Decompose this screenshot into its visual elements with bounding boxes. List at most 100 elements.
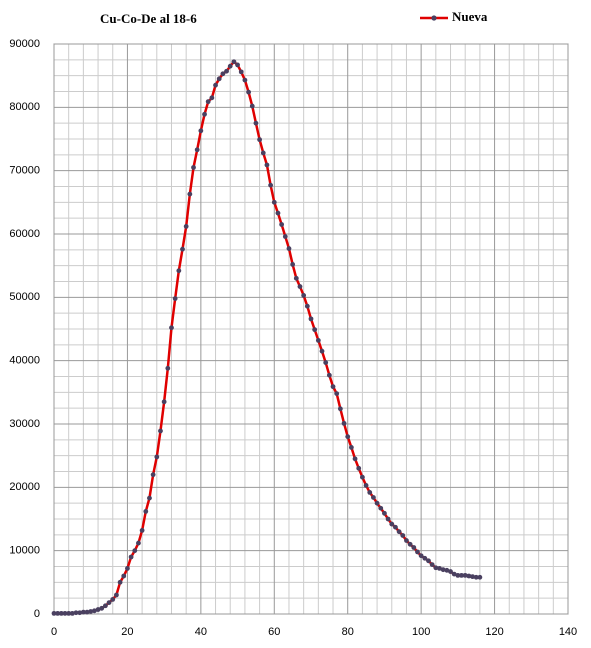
data-point xyxy=(114,592,119,598)
data-point xyxy=(216,76,222,82)
data-point xyxy=(62,610,68,616)
data-point xyxy=(213,82,218,88)
data-point xyxy=(205,99,211,105)
data-point xyxy=(128,554,134,560)
data-point xyxy=(429,562,435,567)
data-point xyxy=(404,538,409,543)
data-point xyxy=(125,566,130,571)
y-tick-label: 90000 xyxy=(9,38,40,50)
data-point xyxy=(301,293,307,298)
data-point xyxy=(271,199,277,205)
y-tick-label: 60000 xyxy=(9,228,40,240)
x-tick-label: 80 xyxy=(342,626,354,638)
data-point xyxy=(326,372,332,378)
data-point xyxy=(290,262,296,267)
data-point xyxy=(165,365,171,371)
data-point xyxy=(132,548,138,554)
data-point xyxy=(161,399,167,405)
data-point xyxy=(323,360,329,365)
data-point xyxy=(400,533,406,538)
data-point xyxy=(345,434,351,440)
data-point xyxy=(66,610,72,616)
data-point xyxy=(378,505,384,511)
x-tick-label: 40 xyxy=(195,626,207,638)
x-tick-label: 20 xyxy=(121,626,133,638)
data-point xyxy=(293,275,299,281)
data-point xyxy=(315,338,321,343)
data-point xyxy=(202,111,207,117)
data-point xyxy=(330,384,336,390)
data-point xyxy=(198,128,204,134)
data-point xyxy=(297,284,303,289)
data-point xyxy=(444,567,450,573)
data-point xyxy=(260,150,266,156)
data-point xyxy=(448,569,453,574)
data-point xyxy=(187,191,193,197)
data-point xyxy=(246,89,251,95)
data-point xyxy=(180,246,185,252)
data-point xyxy=(282,234,288,239)
data-point xyxy=(437,566,442,571)
x-tick-label: 0 xyxy=(51,626,57,638)
data-point xyxy=(194,147,200,153)
data-point xyxy=(389,521,395,527)
data-point xyxy=(312,327,318,333)
data-point xyxy=(103,603,108,609)
data-point xyxy=(169,325,174,331)
y-tick-label: 20000 xyxy=(9,481,40,493)
data-point xyxy=(147,495,152,501)
data-point xyxy=(172,296,178,301)
data-point xyxy=(374,500,380,506)
x-tick-label: 60 xyxy=(268,626,280,638)
data-point xyxy=(304,303,310,309)
data-point xyxy=(396,529,402,535)
data-point xyxy=(426,558,431,564)
data-point xyxy=(253,120,259,126)
data-point xyxy=(150,472,156,478)
data-point xyxy=(411,545,417,550)
data-point xyxy=(319,348,325,354)
x-tick-label: 140 xyxy=(559,626,577,638)
data-point xyxy=(191,165,196,170)
chart-title: Cu-Co-De al 18-6 xyxy=(100,11,197,26)
data-point xyxy=(176,268,182,274)
data-point xyxy=(440,567,446,573)
data-point xyxy=(84,609,90,615)
data-point xyxy=(415,549,420,555)
data-point xyxy=(183,224,189,229)
data-point xyxy=(363,483,369,488)
data-point xyxy=(143,509,149,514)
data-point xyxy=(154,454,160,460)
data-point xyxy=(227,63,233,69)
data-point xyxy=(58,610,64,616)
data-point xyxy=(455,572,461,578)
data-point xyxy=(95,607,101,612)
data-point xyxy=(308,316,314,322)
x-tick-label: 120 xyxy=(485,626,503,638)
data-point xyxy=(360,474,365,480)
data-point xyxy=(99,605,105,611)
data-point xyxy=(51,610,57,616)
data-point xyxy=(451,571,457,577)
data-point xyxy=(106,600,112,605)
data-point xyxy=(224,68,229,74)
data-point xyxy=(257,137,262,143)
data-point xyxy=(407,541,413,547)
data-point xyxy=(356,465,362,471)
data-point xyxy=(80,609,86,615)
data-point xyxy=(341,420,347,426)
data-point xyxy=(238,69,244,75)
data-point xyxy=(385,516,391,522)
data-point xyxy=(136,540,141,546)
data-point xyxy=(235,62,240,68)
data-point xyxy=(55,610,61,616)
y-tick-label: 0 xyxy=(34,608,40,620)
data-point xyxy=(231,59,237,65)
data-point xyxy=(382,510,387,516)
data-point xyxy=(117,579,123,585)
data-point xyxy=(348,445,354,450)
data-point xyxy=(275,210,281,216)
data-point xyxy=(422,555,428,561)
data-point xyxy=(337,406,343,412)
